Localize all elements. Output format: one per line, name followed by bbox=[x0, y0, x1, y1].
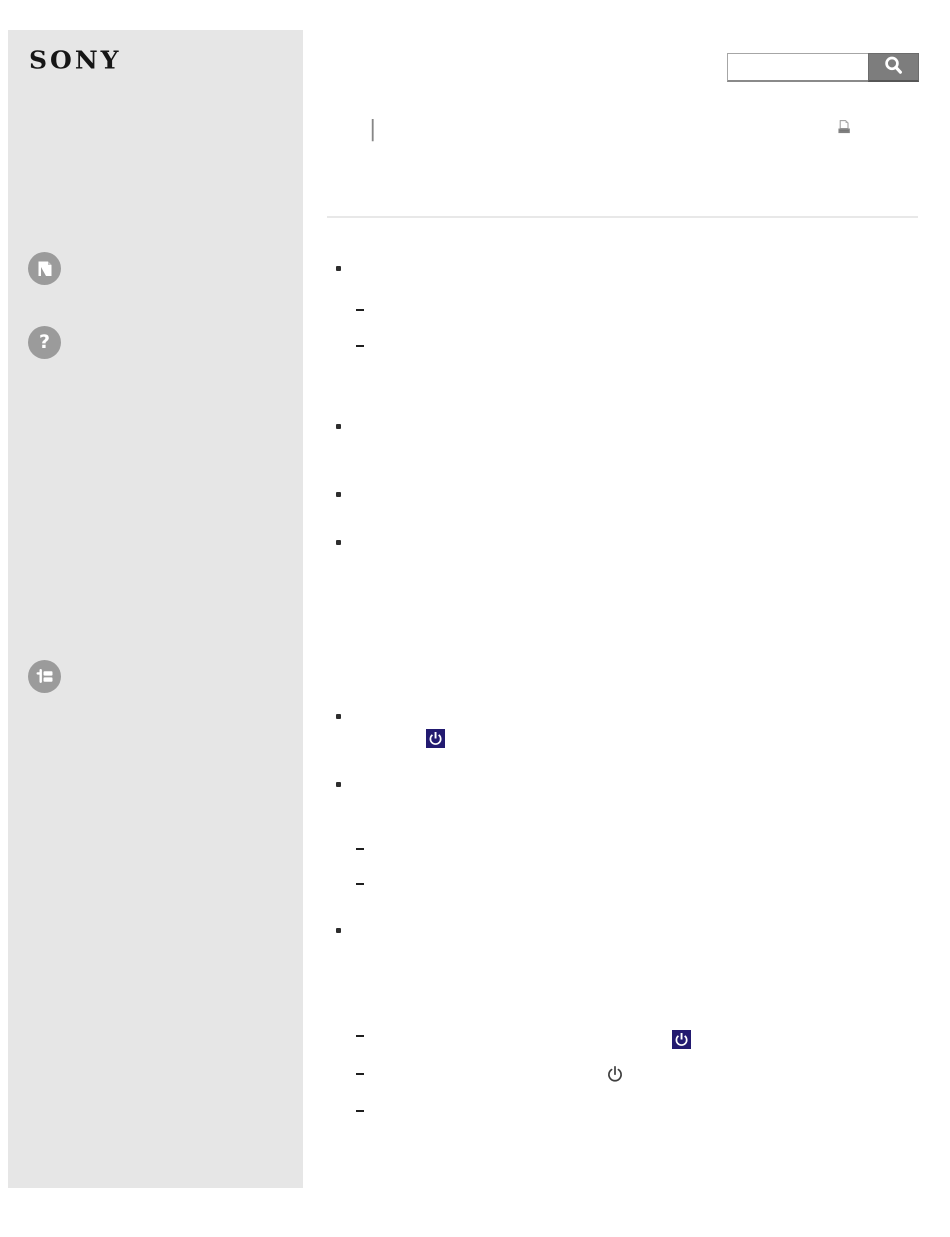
bullet-marker bbox=[336, 782, 341, 787]
dash-marker bbox=[356, 345, 364, 347]
sidebar-item-contents[interactable] bbox=[28, 660, 61, 693]
sidebar: SONY ? bbox=[8, 30, 303, 1188]
dash-marker bbox=[356, 309, 364, 311]
question-icon: ? bbox=[38, 331, 51, 353]
power-button-tile-icon bbox=[672, 1030, 691, 1049]
search-icon bbox=[881, 53, 906, 81]
dash-marker bbox=[356, 848, 364, 850]
contents-list-icon bbox=[28, 660, 61, 693]
dash-marker bbox=[356, 1035, 364, 1037]
sidebar-item-help[interactable]: ? bbox=[28, 326, 61, 359]
bullet-marker bbox=[336, 266, 341, 271]
divider bbox=[327, 216, 918, 218]
power-symbol-icon bbox=[606, 1065, 624, 1085]
bullet-marker bbox=[336, 540, 341, 545]
bullet-marker bbox=[336, 714, 341, 719]
search-box bbox=[727, 53, 919, 82]
search-button[interactable] bbox=[868, 53, 919, 82]
bullet-marker bbox=[336, 424, 341, 429]
sony-logo: SONY bbox=[29, 46, 122, 75]
dash-marker bbox=[356, 1073, 364, 1075]
print-button[interactable] bbox=[833, 118, 855, 140]
book-icon bbox=[28, 252, 61, 285]
sidebar-item-user-guide[interactable] bbox=[28, 252, 61, 285]
dash-marker bbox=[356, 1110, 364, 1112]
breadcrumb-separator: | bbox=[369, 117, 377, 142]
bullet-marker bbox=[336, 492, 341, 497]
bullet-marker bbox=[336, 928, 341, 933]
dash-marker bbox=[356, 883, 364, 885]
power-button-tile-icon bbox=[426, 729, 445, 748]
search-input[interactable] bbox=[727, 53, 868, 82]
print-icon bbox=[835, 118, 854, 140]
